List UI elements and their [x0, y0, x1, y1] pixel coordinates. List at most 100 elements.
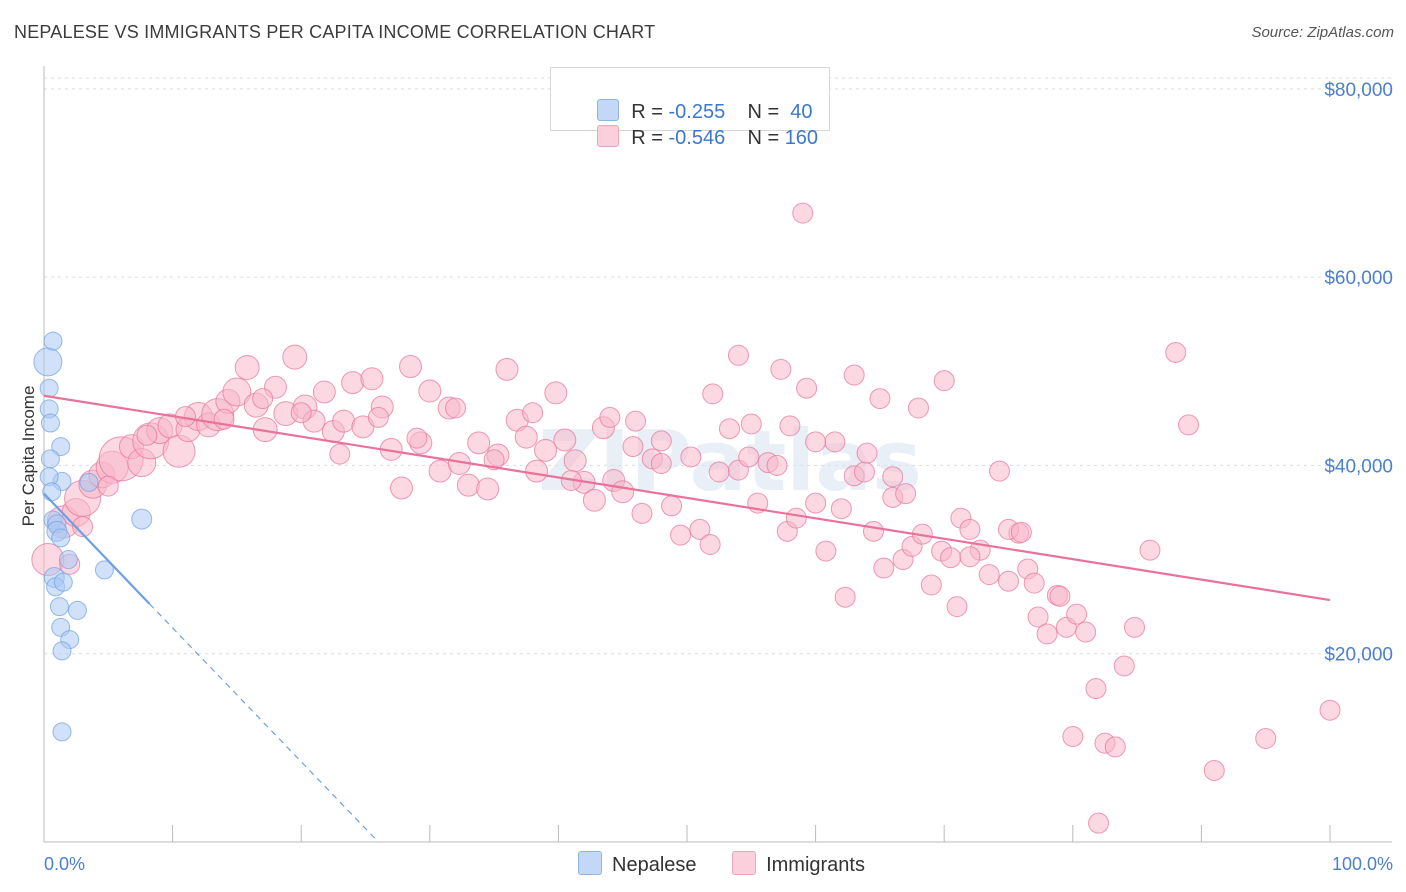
y-tick-label: $60,000 — [1324, 268, 1393, 289]
point-immigrants — [1085, 678, 1107, 700]
point-immigrants — [699, 533, 721, 555]
point-immigrants — [1062, 726, 1084, 748]
legend-r-value: -0.255 — [668, 101, 726, 123]
trend-line-nepalese — [43, 492, 151, 605]
trend-lines — [43, 394, 1331, 843]
point-immigrants — [582, 488, 606, 512]
point-immigrants — [815, 540, 837, 562]
point-immigrants — [680, 446, 702, 468]
point-immigrants — [770, 358, 792, 380]
point-immigrants — [959, 518, 981, 540]
point-nepalese — [42, 482, 62, 502]
point-immigrants — [869, 388, 891, 410]
point-immigrants — [882, 466, 904, 488]
point-immigrants — [1049, 585, 1071, 607]
axes — [43, 66, 1392, 843]
point-immigrants — [1036, 623, 1058, 645]
point-immigrants — [766, 454, 788, 476]
point-immigrants — [920, 574, 942, 596]
legend-swatch-nepalese — [578, 851, 602, 875]
point-immigrants — [779, 415, 801, 437]
y-tick-label: $80,000 — [1324, 80, 1393, 101]
legend-swatch-immigrants — [597, 125, 620, 147]
point-immigrants — [467, 431, 491, 455]
point-immigrants — [406, 427, 428, 449]
point-immigrants — [1104, 736, 1126, 758]
point-immigrants — [282, 344, 308, 370]
legend-n-label: N = — [747, 101, 780, 123]
point-immigrants — [650, 453, 672, 475]
point-immigrants — [946, 596, 968, 618]
point-immigrants — [650, 430, 672, 452]
point-immigrants — [1178, 414, 1200, 436]
point-immigrants — [341, 371, 365, 395]
point-immigrants — [290, 402, 312, 424]
legend-n-value: 160 — [784, 127, 819, 149]
point-immigrants — [796, 377, 818, 399]
point-immigrants — [222, 377, 252, 407]
point-immigrants — [1124, 616, 1146, 638]
point-immigrants — [740, 413, 762, 435]
point-immigrants — [702, 383, 724, 405]
point-immigrants — [1139, 539, 1161, 561]
chart-source: Source: ZipAtlas.com — [1251, 24, 1394, 41]
point-immigrants — [631, 502, 653, 524]
point-immigrants — [312, 380, 336, 404]
point-immigrants — [988, 460, 1010, 482]
point-immigrants — [1088, 812, 1110, 834]
x-tick-label: 0.0% — [44, 854, 85, 874]
point-immigrants — [136, 424, 158, 446]
point-immigrants — [1023, 572, 1045, 594]
point-nepalese — [49, 597, 69, 617]
legend-item-immigrants[interactable]: Immigrants — [732, 851, 865, 877]
legend-n-label: N = — [747, 127, 780, 149]
point-immigrants — [718, 418, 740, 440]
legend-swatch-nepalese — [597, 99, 620, 121]
point-immigrants — [234, 355, 260, 381]
point-nepalese — [52, 641, 72, 661]
point-nepalese — [40, 449, 60, 469]
point-immigrants — [476, 477, 500, 501]
point-immigrants — [830, 498, 852, 520]
point-immigrants — [252, 388, 274, 410]
point-immigrants — [563, 449, 587, 473]
point-immigrants — [525, 459, 549, 483]
legend-r-label: R = — [631, 101, 663, 123]
legend-row-immigrants: R = -0.546 N = 160 — [575, 102, 818, 149]
point-nepalese — [131, 508, 153, 530]
point-nepalese — [51, 437, 71, 457]
point-immigrants — [785, 507, 807, 529]
point-immigrants — [792, 202, 814, 224]
point-immigrants — [514, 425, 538, 449]
point-immigrants — [1113, 655, 1135, 677]
point-nepalese — [79, 472, 99, 492]
point-immigrants — [805, 431, 827, 453]
point-immigrants — [622, 436, 644, 458]
point-immigrants — [611, 480, 635, 504]
legend-swatch-immigrants — [732, 851, 757, 875]
point-immigrants — [708, 461, 730, 483]
point-immigrants — [625, 410, 647, 432]
trend-line-immigrants — [43, 394, 1331, 602]
point-immigrants — [824, 431, 846, 453]
point-immigrants — [483, 449, 505, 471]
legend-r-value: -0.546 — [668, 127, 726, 149]
point-immigrants — [959, 546, 981, 568]
point-immigrants — [1255, 727, 1277, 749]
point-nepalese — [58, 550, 78, 570]
legend-item-nepalese[interactable]: Nepalese — [578, 851, 697, 877]
point-nepalese — [40, 413, 60, 433]
point-immigrants — [689, 518, 711, 540]
legend-series: Nepalese Immigrants — [578, 851, 895, 877]
point-immigrants — [853, 461, 875, 483]
point-immigrants — [534, 438, 558, 462]
y-tick-label: $20,000 — [1324, 645, 1393, 666]
tick-labels: $20,000 $40,000 $60,000 $80,000 0.0% 100.0% — [44, 80, 1393, 874]
point-immigrants — [553, 428, 577, 452]
point-immigrants — [856, 442, 878, 464]
point-immigrants — [978, 564, 1000, 586]
point-immigrants — [329, 443, 351, 465]
x-tick-label: 100.0% — [1332, 854, 1393, 874]
point-immigrants — [399, 355, 423, 379]
